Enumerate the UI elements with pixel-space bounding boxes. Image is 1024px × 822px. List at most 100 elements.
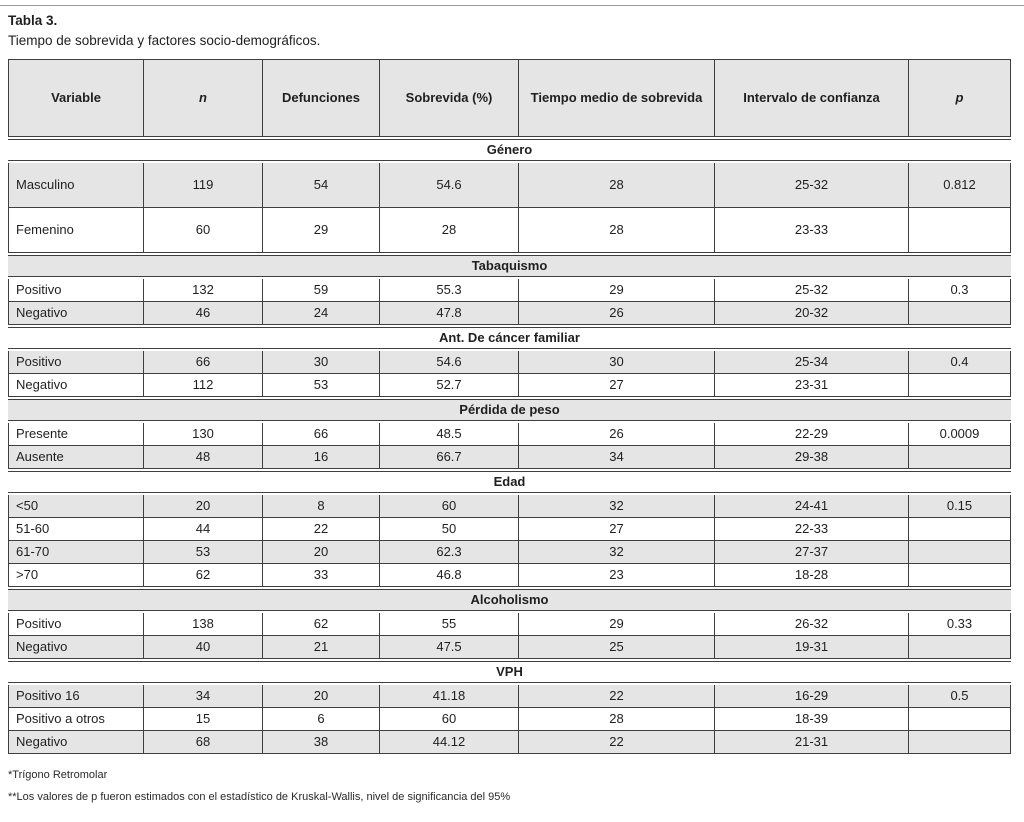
variable-cell: Presente <box>9 422 144 445</box>
table-row: Positivo a otros 15 6 60 28 18-39 <box>8 707 1011 731</box>
value-cell: 38 <box>263 730 380 753</box>
variable-cell: Ausente <box>9 445 144 468</box>
section-header: Alcoholismo <box>8 588 1011 611</box>
variable-cell: Positivo <box>9 350 144 373</box>
table-footnotes: *Trígono Retromolar **Los valores de p f… <box>8 769 1011 804</box>
value-cell: 0.5 <box>950 688 969 704</box>
footnote-1: *Trígono Retromolar <box>8 768 108 781</box>
table-row: Masculino 119 54 54.6 28 25-32 0.812 <box>8 162 1011 208</box>
value-cell: 24-41 <box>715 494 909 517</box>
value-cell: 48 <box>144 445 263 468</box>
value-cell: 15 <box>144 707 263 730</box>
table-row: Negativo 40 21 47.5 25 19-31 <box>8 635 1011 659</box>
value-cell: 44 <box>144 517 263 540</box>
value-cell: 44.12 <box>380 730 519 753</box>
value-cell: 16-29 <box>715 684 909 707</box>
survival-table: Variable n Defunciones Sobrevida (%) Tiempo … <box>8 58 1011 754</box>
value-cell: 55.3 <box>380 278 519 301</box>
value-cell <box>909 541 1010 563</box>
column-header: Variable <box>9 59 144 136</box>
value-cell: 25-32 <box>715 278 909 301</box>
table-row: Negativo 46 24 47.8 26 20-32 <box>8 301 1011 325</box>
table-caption: Tiempo de sobrevida y factores socio-dem… <box>8 32 321 48</box>
value-cell: 60 <box>144 207 263 252</box>
value-cell: 62 <box>144 563 263 586</box>
value-cell: 28 <box>519 162 715 207</box>
table-row: Positivo 138 62 55 29 26-32 0.33 <box>8 612 1011 636</box>
value-cell: 119 <box>144 162 263 207</box>
section-header: Tabaquismo <box>8 254 1011 277</box>
value-cell: 27 <box>519 517 715 540</box>
value-cell: 24 <box>263 301 380 324</box>
table-row: Negativo 112 53 52.7 27 23-31 <box>8 373 1011 397</box>
value-cell: 22 <box>263 517 380 540</box>
value-cell: 112 <box>144 373 263 396</box>
value-cell: 29 <box>519 612 715 635</box>
value-cell: 22-29 <box>715 422 909 445</box>
value-cell: 40 <box>144 635 263 658</box>
value-cell: 34 <box>144 684 263 707</box>
value-cell: 32 <box>519 540 715 563</box>
variable-cell: 51-60 <box>9 517 144 540</box>
value-cell: 52.7 <box>380 373 519 396</box>
variable-cell: Negativo <box>9 730 144 753</box>
value-cell: 6 <box>263 707 380 730</box>
value-cell: 30 <box>263 350 380 373</box>
table-row: <50 20 8 60 32 24-41 0.15 <box>8 494 1011 518</box>
value-cell: 62.3 <box>380 540 519 563</box>
value-cell: 54 <box>263 162 380 207</box>
value-cell: 20 <box>263 540 380 563</box>
value-cell: 33 <box>263 563 380 586</box>
table-figure: Tabla 3. Tiempo de sobrevida y factores … <box>8 13 1011 813</box>
variable-cell: Positivo <box>9 612 144 635</box>
value-cell: 21 <box>263 635 380 658</box>
value-cell <box>909 446 1010 468</box>
value-cell: 60 <box>380 494 519 517</box>
table-row: Ausente 48 16 66.7 34 29-38 <box>8 445 1011 469</box>
value-cell: 60 <box>380 707 519 730</box>
value-cell: 28 <box>380 207 519 252</box>
value-cell: 41.18 <box>380 684 519 707</box>
table-label: Tabla 3. <box>8 13 58 28</box>
column-header: Tiempo medio de sobrevida <box>519 59 715 136</box>
value-cell: 18-39 <box>715 707 909 730</box>
table-row: 51-60 44 22 50 27 22-33 <box>8 517 1011 541</box>
value-cell: 59 <box>263 278 380 301</box>
value-cell <box>909 636 1010 658</box>
value-cell: 23-33 <box>715 207 909 252</box>
value-cell: 66 <box>263 422 380 445</box>
value-cell: 23 <box>519 563 715 586</box>
value-cell: 20 <box>263 684 380 707</box>
value-cell: 25 <box>519 635 715 658</box>
column-header: Sobrevida (%) <box>380 59 519 136</box>
value-cell: 0.812 <box>943 177 976 193</box>
value-cell: 32 <box>519 494 715 517</box>
variable-cell: Femenino <box>9 207 144 252</box>
value-cell: 138 <box>144 612 263 635</box>
section-header: VPH <box>8 660 1011 683</box>
value-cell: 46 <box>144 301 263 324</box>
table-row: Positivo 132 59 55.3 29 25-32 0.3 <box>8 278 1011 302</box>
variable-cell: Positivo <box>9 278 144 301</box>
value-cell <box>909 302 1010 324</box>
value-cell: 54.6 <box>380 350 519 373</box>
value-cell: 8 <box>263 494 380 517</box>
value-cell: 20-32 <box>715 301 909 324</box>
value-cell <box>909 208 1010 252</box>
section-header: Pérdida de peso <box>8 398 1011 421</box>
variable-cell: Positivo a otros <box>9 707 144 730</box>
value-cell: 26-32 <box>715 612 909 635</box>
table-row: Positivo 16 34 20 41.18 22 16-29 0.5 <box>8 684 1011 708</box>
value-cell: 28 <box>519 207 715 252</box>
value-cell: 20 <box>144 494 263 517</box>
value-cell <box>909 731 1010 753</box>
variable-cell: Positivo 16 <box>9 684 144 707</box>
value-cell: 0.3 <box>950 282 969 298</box>
value-cell: 46.8 <box>380 563 519 586</box>
variable-cell: 61-70 <box>9 540 144 563</box>
value-cell: 22 <box>519 730 715 753</box>
value-cell: 68 <box>144 730 263 753</box>
value-cell: 18-28 <box>715 563 909 586</box>
value-cell: 21-31 <box>715 730 909 753</box>
value-cell: 29 <box>519 278 715 301</box>
